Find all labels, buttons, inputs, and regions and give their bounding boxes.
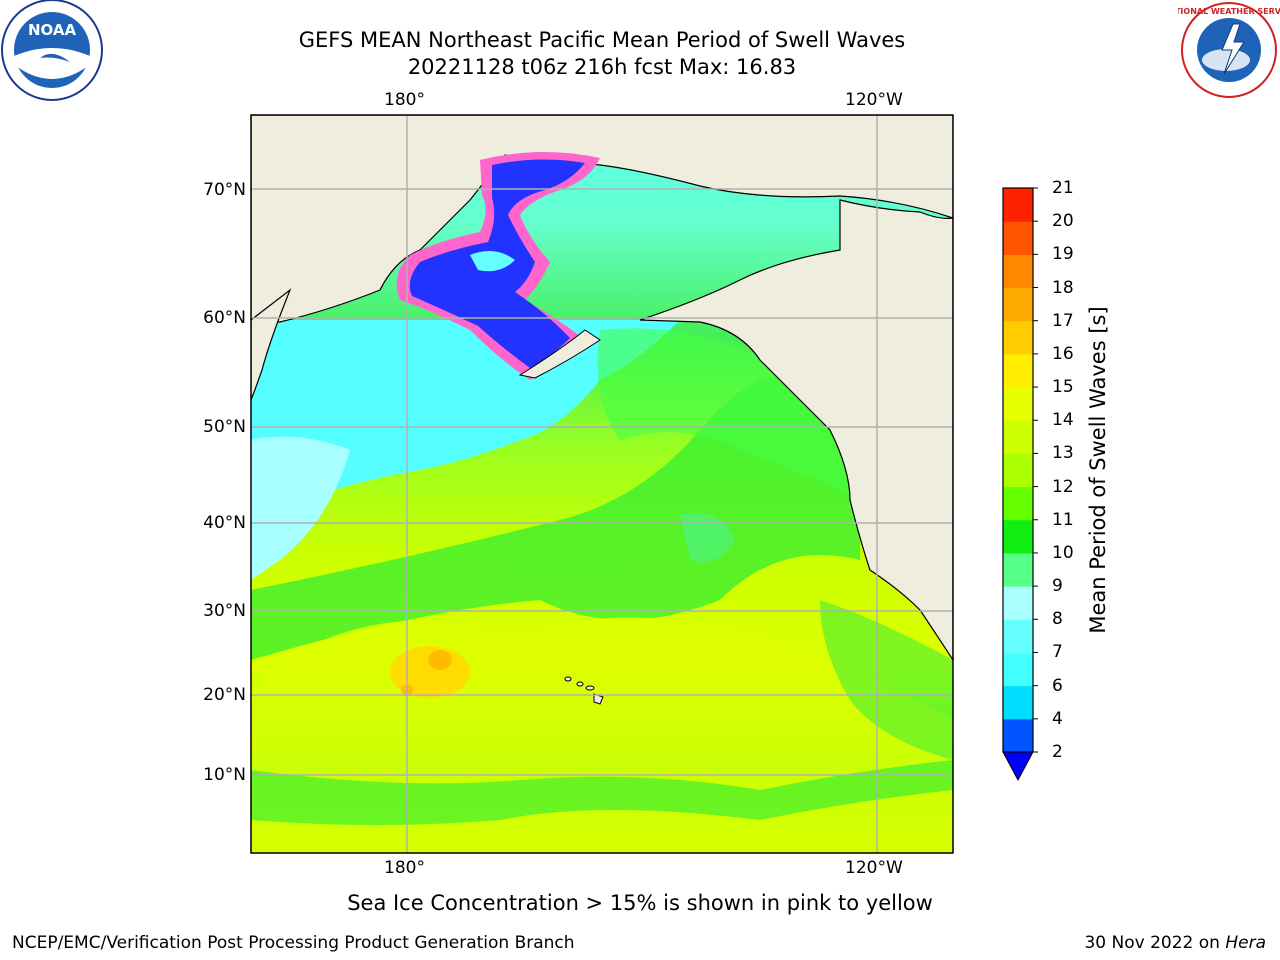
noaa-logo: NOAA (1, 0, 103, 101)
lat-label-20n: 20°N (203, 685, 246, 705)
colorbar-tick-label: 13 (1052, 443, 1074, 464)
lon-label-top-120w: 120°W (845, 90, 903, 110)
low-period-region (251, 320, 680, 520)
colorbar-tick-label: 12 (1052, 476, 1074, 497)
footer-date-text: 30 Nov 2022 on (1084, 933, 1226, 953)
light-cyan-region (251, 436, 350, 580)
lat-label-40n: 40°N (203, 513, 246, 533)
colorbar-segment (1003, 718, 1033, 753)
colorbar-tick-label: 9 (1052, 576, 1063, 597)
colorbar-segment (1003, 420, 1033, 454)
colorbar-tick-label: 19 (1052, 244, 1074, 265)
noaa-logo-text: NOAA (28, 21, 77, 39)
lon-label-bottom-180: 180° (384, 858, 425, 878)
colorbar-tick-label: 15 (1052, 377, 1074, 398)
colorbar-title: Mean Period of Swell Waves [s] (1086, 306, 1110, 634)
land-north-america (639, 199, 953, 662)
colorbar-frame (1002, 187, 1034, 753)
green-band-tropical (251, 760, 953, 825)
nws-logo-text: NATIONAL WEATHER SERVICE (1178, 7, 1280, 16)
nws-logo: NATIONAL WEATHER SERVICE (1178, 2, 1280, 98)
colorbar-segment (1003, 652, 1033, 687)
green-band-east (597, 328, 860, 500)
colorbar-tick-label: 16 (1052, 343, 1074, 364)
colorbar-under-triangle (1002, 751, 1034, 782)
colorbar-tick-label: 14 (1052, 410, 1074, 431)
colorbar-tick-label: 11 (1052, 509, 1074, 530)
lon-label-bottom-120w: 120°W (845, 858, 903, 878)
alaska-peninsula (518, 329, 601, 379)
colorbar-tick-label: 7 (1052, 642, 1063, 663)
colorbar-segment (1003, 353, 1033, 388)
colorbar-segment (1003, 486, 1033, 521)
lat-label-70n: 70°N (203, 180, 246, 200)
green-band-east-coast (820, 600, 953, 760)
green-band-north (251, 375, 860, 660)
lat-label-10n: 10°N (203, 765, 246, 785)
map-title: GEFS MEAN Northeast Pacific Mean Period … (298, 28, 906, 52)
colorbar-segment (1003, 254, 1033, 289)
lat-label-30n: 30°N (203, 601, 246, 621)
colorbar-tick-label: 17 (1052, 310, 1074, 331)
colorbar-tick-label: 18 (1052, 277, 1074, 298)
colorbar-segment (1003, 519, 1033, 554)
colorbar-segment (1003, 320, 1033, 355)
colorbar-tick-label: 8 (1052, 609, 1063, 630)
colorbar-tick-label: 6 (1052, 675, 1063, 696)
sea-ice-cyan-gap (470, 251, 515, 272)
colorbar-segment (1003, 685, 1033, 720)
sea-ice-caption: Sea Ice Concentration > 15% is shown in … (347, 891, 933, 915)
colorbar-tick-label: 4 (1052, 708, 1063, 729)
colorbar-tick-label: 2 (1052, 742, 1063, 762)
colorbar-segment (1003, 552, 1033, 587)
map-subtitle: 20221128 t06z 216h fcst Max: 16.83 (407, 55, 797, 79)
colorbar-segment (1003, 387, 1033, 421)
max-period-core (428, 650, 452, 670)
map-frame (250, 114, 954, 854)
hawaii-islands (564, 676, 604, 705)
lat-label-50n: 50°N (203, 417, 246, 437)
colorbar-segment (1003, 221, 1033, 255)
colorbar-tick-label: 20 (1052, 211, 1074, 232)
lon-label-top-180: 180° (384, 90, 425, 110)
footer-host: Hera (1225, 933, 1266, 953)
colorbar-tick-label: 21 (1052, 178, 1074, 198)
lat-label-60n: 60°N (203, 308, 246, 328)
graticule (251, 115, 953, 853)
footer-branch: NCEP/EMC/Verification Post Processing Pr… (12, 933, 575, 953)
colorbar-segment (1003, 619, 1033, 653)
colorbar-segment (1003, 453, 1033, 488)
colorbar-tick-label: 10 (1052, 542, 1074, 563)
colorbar-segment (1003, 188, 1033, 222)
colorbar-segments (1003, 188, 1033, 753)
colorbar-segment (1003, 586, 1033, 620)
colorbar-segment (1003, 287, 1033, 322)
colorbar-tickmarks (1033, 187, 1038, 753)
footer-date: 30 Nov 2022 on Hera (1084, 933, 1266, 953)
